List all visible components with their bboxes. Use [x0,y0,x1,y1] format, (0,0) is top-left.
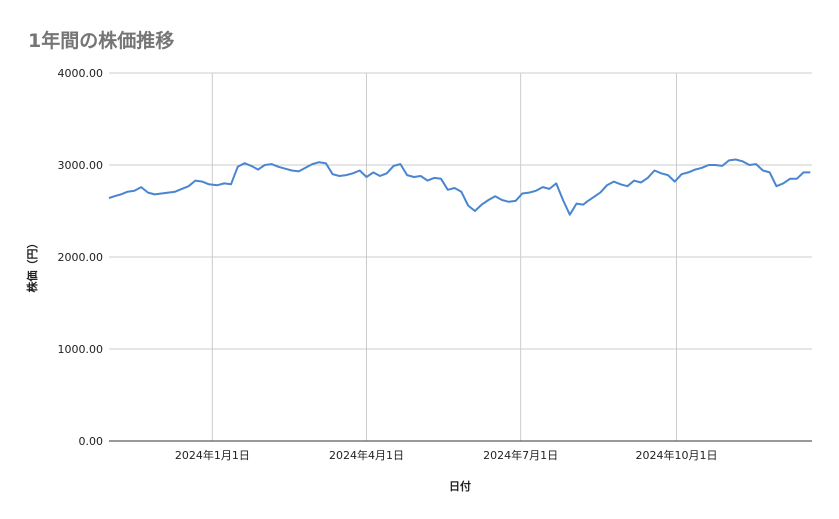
price-series-line [108,158,811,216]
x-tick-label: 2024年1月1日 [175,448,250,462]
y-tick-label: 2000.00 [58,251,104,264]
y-tick-label: 0.00 [79,435,104,448]
y-tick-label: 4000.00 [58,67,104,80]
x-tick-labels: 2024年1月1日 2024年4月1日 2024年7月1日 2024年10月1日 [175,448,718,462]
grid-lines [109,72,812,442]
y-tick-label: 1000.00 [58,343,104,356]
chart-title: 1年間の株価推移 [28,30,175,52]
y-axis-label: 株価（円） [25,238,39,293]
x-tick-label: 2024年7月1日 [483,448,558,462]
x-tick-label: 2024年4月1日 [329,448,404,462]
y-tick-labels: 0.00 1000.00 2000.00 3000.00 4000.00 [58,67,104,448]
y-tick-label: 3000.00 [58,159,104,172]
x-tick-label: 2024年10月1日 [635,448,717,462]
x-axis-label: 日付 [449,479,471,493]
